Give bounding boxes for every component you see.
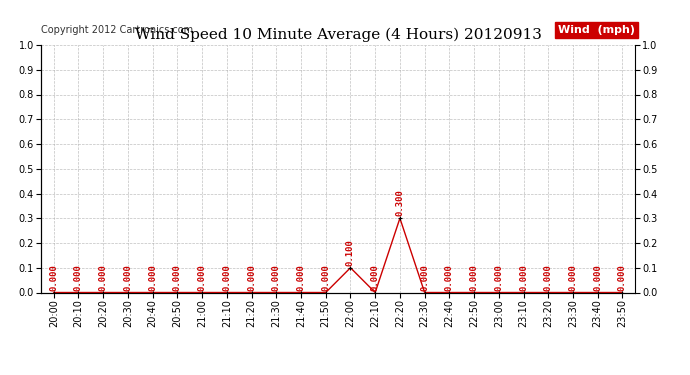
Text: 0.000: 0.000	[420, 264, 429, 291]
Text: 0.100: 0.100	[346, 239, 355, 266]
Text: 0.000: 0.000	[470, 264, 479, 291]
Text: 0.000: 0.000	[197, 264, 206, 291]
Text: 0.000: 0.000	[99, 264, 108, 291]
Text: 0.000: 0.000	[148, 264, 157, 291]
Text: 0.000: 0.000	[618, 264, 627, 291]
Text: 0.000: 0.000	[74, 264, 83, 291]
Text: 0.000: 0.000	[371, 264, 380, 291]
Text: 0.000: 0.000	[445, 264, 454, 291]
Text: 0.000: 0.000	[494, 264, 503, 291]
Text: 0.000: 0.000	[519, 264, 528, 291]
Text: 0.000: 0.000	[297, 264, 306, 291]
Text: 0.000: 0.000	[272, 264, 281, 291]
Text: 0.000: 0.000	[322, 264, 331, 291]
Text: 0.000: 0.000	[569, 264, 578, 291]
Text: 0.000: 0.000	[173, 264, 182, 291]
Text: Wind  (mph): Wind (mph)	[558, 25, 635, 35]
Text: 0.000: 0.000	[222, 264, 231, 291]
Text: 0.000: 0.000	[593, 264, 602, 291]
Text: 0.000: 0.000	[247, 264, 256, 291]
Text: 0.000: 0.000	[544, 264, 553, 291]
Text: 0.000: 0.000	[49, 264, 58, 291]
Text: 0.300: 0.300	[395, 189, 404, 216]
Text: 0.000: 0.000	[124, 264, 132, 291]
Title: Wind Speed 10 Minute Average (4 Hours) 20120913: Wind Speed 10 Minute Average (4 Hours) 2…	[135, 28, 542, 42]
Text: Copyright 2012 Cartronics.com: Copyright 2012 Cartronics.com	[41, 25, 193, 35]
